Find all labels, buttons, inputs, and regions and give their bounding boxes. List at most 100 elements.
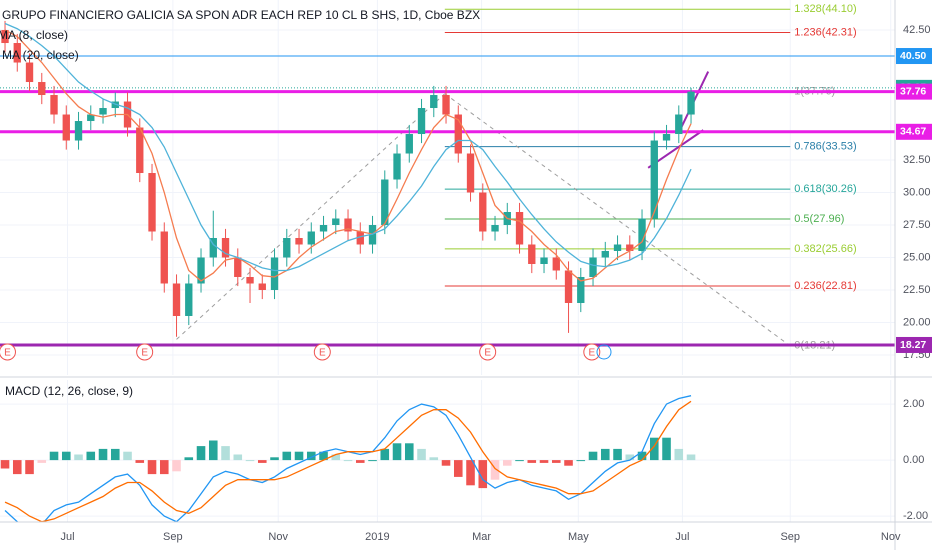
earnings-marker <box>479 343 497 361</box>
histogram-bar <box>331 454 341 461</box>
macd-title: MACD (12, 26, close, 9) <box>5 384 133 398</box>
histogram-bar <box>380 448 390 461</box>
histogram-bar <box>270 457 279 461</box>
histogram-bar <box>466 460 475 486</box>
candle-body <box>515 212 524 245</box>
candle-body <box>601 250 609 258</box>
legend-entry: MA (8, close) <box>0 28 68 42</box>
histogram-bar <box>221 446 230 461</box>
histogram-bar <box>417 448 426 461</box>
histogram-bar <box>637 451 647 461</box>
candle-body <box>528 244 536 264</box>
candle-body <box>479 192 487 232</box>
earnings-label: E <box>4 348 11 359</box>
price-tag <box>896 123 932 140</box>
indicator-line <box>4 29 692 282</box>
candle-body <box>185 283 193 316</box>
y-tick-label: 32.50 <box>903 154 931 166</box>
indicator-line <box>4 400 692 522</box>
y-tick-label: 0.00 <box>903 454 924 466</box>
x-tick-label: Sep <box>163 531 183 543</box>
histogram-bar <box>257 460 267 463</box>
histogram-bar <box>208 440 218 461</box>
earnings-label: E <box>588 348 595 359</box>
histogram-bar <box>98 448 108 461</box>
candle-body <box>234 257 242 277</box>
candle-body <box>332 218 340 225</box>
earnings-marker <box>136 343 154 361</box>
x-tick-label: Sep <box>780 531 800 543</box>
candle-body <box>197 257 205 284</box>
histogram-bar <box>245 460 255 462</box>
candle-body <box>270 257 279 290</box>
candle-body <box>662 134 671 141</box>
candle-body <box>172 283 181 316</box>
fib-label: 1.328(44.10) <box>794 3 856 15</box>
histogram-bar <box>686 454 696 461</box>
candle-body <box>344 218 352 232</box>
histogram-bar <box>159 460 169 475</box>
y-tick-label: 20.00 <box>903 316 931 328</box>
candle-body <box>258 283 266 290</box>
candle-body <box>650 140 658 219</box>
candle-body <box>246 276 254 284</box>
histogram-bar <box>674 448 684 461</box>
candle-body <box>209 237 217 258</box>
histogram-bar <box>600 448 610 461</box>
histogram-bar <box>539 460 549 463</box>
histogram-bar <box>110 448 120 461</box>
price-tag <box>896 336 932 353</box>
histogram-bar <box>12 460 22 475</box>
fib-label: 0.618(30.26) <box>794 183 856 195</box>
candle-body <box>626 244 634 251</box>
histogram-bar <box>564 460 573 466</box>
candle-body <box>381 179 389 225</box>
candle-body <box>295 237 303 245</box>
histogram-bar <box>61 451 71 461</box>
x-tick-label: Mar <box>472 531 491 543</box>
chart-title: GRUPO FINANCIERO GALICIA SA SPON ADR EAC… <box>2 8 480 22</box>
price-tag-label: 37.76 <box>900 85 926 97</box>
earnings-label: E <box>319 348 326 359</box>
histogram-bar <box>147 460 157 475</box>
histogram-bar <box>86 451 96 461</box>
histogram-bar <box>527 460 537 463</box>
candle-body <box>87 114 95 122</box>
histogram-bar <box>502 460 512 466</box>
candle-body <box>552 257 560 271</box>
candle-body <box>356 231 364 245</box>
histogram-bar <box>172 460 181 472</box>
indicator-line <box>4 22 692 272</box>
histogram-bar <box>135 460 145 463</box>
y-tick-label: 30.00 <box>903 186 931 198</box>
histogram-bar <box>37 460 47 463</box>
candle-body <box>577 276 585 303</box>
candle-body <box>491 225 499 232</box>
macd-pane <box>0 380 895 522</box>
fib-label: 1.236(42.31) <box>794 26 856 38</box>
histogram-bar <box>392 443 402 461</box>
candle-body <box>613 244 622 251</box>
candle-body <box>319 225 328 232</box>
candle-body <box>25 62 34 83</box>
histogram-bar <box>306 451 316 461</box>
histogram-bar <box>355 460 365 463</box>
histogram-bar <box>282 451 292 461</box>
candle-body <box>38 82 46 96</box>
earnings-marker <box>313 343 331 361</box>
histogram-bar <box>0 460 10 469</box>
y-tick-label: 2.00 <box>903 398 924 410</box>
earnings-label: E <box>141 348 148 359</box>
candle-body <box>589 257 597 277</box>
y-tick-label: -2.00 <box>903 510 928 522</box>
candle-body <box>307 231 315 245</box>
earnings-marker <box>0 343 16 361</box>
histogram-bar <box>625 454 635 461</box>
x-tick-label: Jul <box>60 531 74 543</box>
candle-body <box>675 114 683 135</box>
y-tick-label: 22.50 <box>903 284 931 296</box>
histogram-bar <box>294 451 304 461</box>
